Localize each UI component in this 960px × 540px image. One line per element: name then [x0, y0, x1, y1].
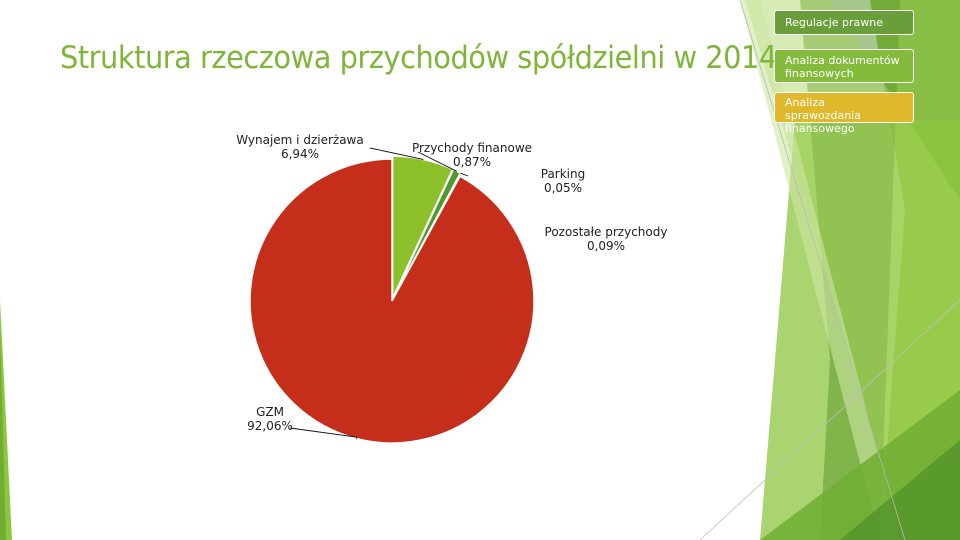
label-name-wynajem-i-dzierzawa: Wynajem i dzierżawa: [236, 133, 363, 147]
label-name-przychody-finanowe: Przychody finanowe: [412, 141, 532, 155]
label-value-wynajem-i-dzierzawa: 6,94%: [281, 147, 319, 161]
pie-slice-gzm: [249, 158, 535, 444]
label-value-przychody-finanowe: 0,87%: [453, 155, 491, 169]
nav-button-regulacje-prawne[interactable]: Regulacje prawne: [774, 10, 914, 35]
label-name-parking: Parking: [541, 167, 586, 181]
leader-line-przychody-finanowe: [417, 151, 458, 172]
label-name-gzm: GZM: [256, 405, 284, 419]
label-name-pozostale-przychody: Pozostałe przychody: [545, 225, 668, 239]
leader-line-wynajem-i-dzierzawa: [369, 147, 424, 160]
label-value-gzm: 92,06%: [247, 419, 293, 433]
slide-title: Struktura rzeczowa przychodów spółdzieln…: [60, 40, 803, 76]
label-value-pozostale-przychody: 0,09%: [587, 239, 625, 253]
label-value-parking: 0,05%: [544, 181, 582, 195]
nav-button-analiza-sprawozdania[interactable]: Analiza sprawozdania finansowego: [774, 92, 914, 135]
leader-line-gzm: [289, 427, 358, 439]
leader-line-parking: [460, 172, 469, 177]
nav-button-analiza-dokumentow[interactable]: Analiza dokumentów finansowych: [774, 49, 914, 83]
